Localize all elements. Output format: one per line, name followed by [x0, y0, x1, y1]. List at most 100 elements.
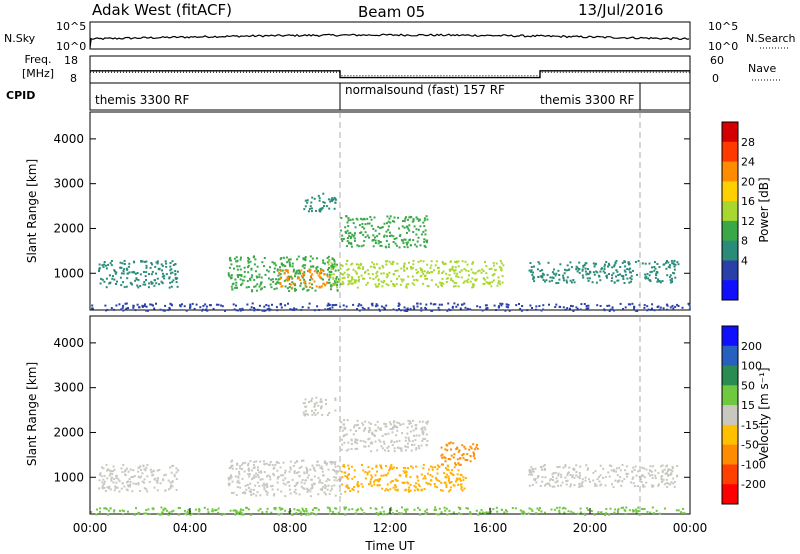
data-cell-region-6 — [302, 402, 305, 405]
data-cell-region-8 — [235, 309, 238, 312]
data-cell-region-5 — [406, 246, 409, 249]
data-cell-region-8 — [459, 307, 462, 310]
data-cell-region-5 — [356, 419, 359, 422]
data-cell-region-2 — [339, 492, 342, 495]
data-cell-region-8 — [378, 309, 381, 312]
data-cell-region-4 — [443, 456, 446, 459]
data-cell-region-2 — [301, 276, 304, 279]
data-cell-region-6 — [334, 409, 337, 412]
data-cell-region-8 — [438, 507, 441, 510]
data-cell-region-2 — [293, 268, 295, 271]
data-cell-region-4 — [357, 280, 360, 283]
data-cell-region-5 — [425, 241, 428, 244]
data-cell-region-4 — [440, 454, 443, 457]
data-cell-region-1 — [148, 273, 150, 276]
data-cell-region-5 — [343, 419, 346, 422]
data-cell-region-3 — [322, 282, 325, 285]
data-cell-region-5 — [422, 433, 425, 436]
data-cell-region-5 — [362, 440, 365, 443]
data-cell-region-5 — [373, 238, 375, 241]
data-cell-region-8 — [435, 508, 437, 511]
data-cell-region-2 — [327, 468, 330, 471]
data-cell-region-1 — [124, 474, 127, 477]
data-cell-region-7 — [541, 480, 544, 483]
data-cell-region-4 — [457, 462, 460, 465]
data-cell-region-8 — [217, 507, 220, 510]
data-cell-region-7 — [586, 468, 589, 471]
data-cell-region-5 — [366, 234, 369, 237]
data-cell-region-8 — [419, 513, 421, 516]
data-cell-region-5 — [343, 423, 346, 426]
data-cell-region-7 — [530, 266, 533, 268]
data-cell-region-8 — [659, 306, 662, 309]
data-cell-region-4 — [498, 265, 501, 268]
data-cell-region-2 — [266, 484, 269, 487]
data-cell-region-8 — [251, 302, 254, 305]
data-cell-region-3 — [408, 490, 410, 493]
data-cell-region-3 — [427, 482, 430, 485]
data-cell-region-6 — [311, 413, 314, 416]
data-cell-region-7 — [610, 465, 613, 468]
data-cell-region-3 — [447, 479, 450, 482]
data-cell-region-8 — [556, 506, 559, 509]
data-cell-region-5 — [376, 420, 379, 423]
colorbar-tick-label: 20 — [741, 175, 755, 188]
data-cell-region-8 — [579, 511, 582, 514]
data-cell-region-3 — [427, 468, 430, 471]
data-cell-region-7 — [572, 279, 575, 281]
data-cell-region-1 — [109, 262, 112, 265]
data-cell-region-4 — [371, 261, 374, 264]
data-cell-region-1 — [148, 282, 151, 285]
data-cell-region-7 — [671, 467, 674, 469]
data-cell-region-1 — [110, 260, 113, 262]
data-cell-region-2 — [330, 285, 333, 288]
data-cell-region-3 — [402, 470, 405, 473]
data-cell-region-3 — [417, 489, 420, 491]
data-cell-region-1 — [137, 470, 140, 473]
data-cell-region-8 — [652, 512, 655, 515]
data-cell-region-8 — [177, 513, 180, 516]
data-cell-region-7 — [671, 280, 673, 283]
data-cell-region-8 — [486, 307, 489, 310]
data-cell-region-8 — [266, 308, 269, 311]
data-cell-region-5 — [404, 238, 407, 241]
data-cell-region-5 — [391, 428, 394, 430]
data-cell-region-1 — [161, 272, 164, 275]
data-cell-region-8 — [164, 304, 167, 307]
data-cell-region-3 — [286, 278, 289, 281]
data-cell-region-2 — [276, 460, 279, 463]
data-cell-region-2 — [271, 488, 274, 491]
colorbar-swatch — [722, 141, 738, 163]
data-cell-region-5 — [425, 433, 428, 436]
data-cell-region-8 — [651, 506, 654, 509]
data-cell-region-5 — [343, 434, 346, 437]
data-cell-region-8 — [631, 302, 634, 305]
data-cell-region-5 — [390, 423, 392, 426]
data-cell-region-1 — [160, 280, 163, 283]
data-cell-region-7 — [613, 265, 616, 268]
data-cell-region-5 — [354, 226, 357, 229]
data-cell-region-2 — [234, 278, 237, 281]
data-cell-region-3 — [410, 465, 413, 468]
data-cell-region-8 — [236, 512, 239, 515]
data-cell-region-7 — [661, 469, 664, 472]
data-cell-region-1 — [156, 469, 159, 472]
data-cell-region-1 — [108, 485, 111, 488]
data-cell-region-8 — [681, 306, 684, 309]
data-cell-region-3 — [463, 487, 466, 490]
data-cell-region-3 — [444, 467, 447, 470]
data-cell-region-7 — [565, 483, 568, 486]
data-cell-region-4 — [442, 463, 444, 466]
data-cell-region-5 — [418, 218, 421, 221]
data-cell-region-2 — [258, 485, 261, 488]
data-cell-region-7 — [586, 268, 589, 270]
data-cell-region-8 — [658, 308, 661, 311]
data-cell-region-7 — [549, 484, 552, 487]
data-cell-region-5 — [364, 223, 367, 226]
data-cell-region-5 — [424, 437, 427, 440]
data-cell-region-4 — [455, 275, 458, 278]
data-cell-region-5 — [426, 440, 429, 442]
data-cell-region-1 — [102, 487, 105, 490]
data-cell-region-8 — [538, 509, 541, 512]
data-cell-region-8 — [424, 510, 427, 513]
